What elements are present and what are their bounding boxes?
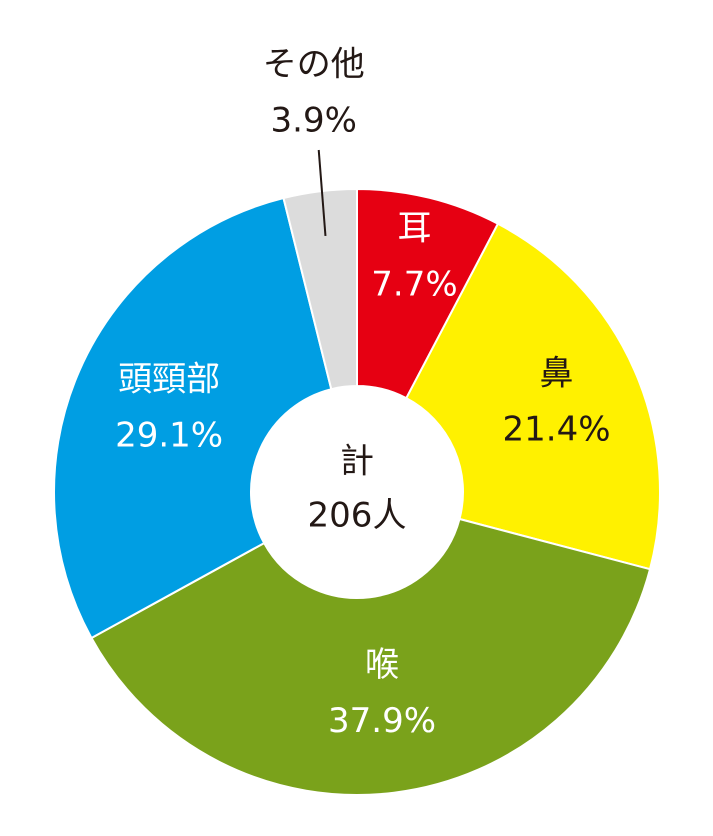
slice-value-label: 21.4%: [503, 410, 611, 450]
donut-slice: [404, 222, 661, 571]
donut-slice: [282, 187, 358, 391]
center-label: 206人: [308, 496, 407, 536]
slice-name: 鼻: [540, 354, 574, 394]
center-label: 計: [340, 442, 374, 482]
slice-value-label: 29.1%: [115, 415, 223, 455]
slice-value-label: 3.9%: [271, 101, 357, 141]
slice-name: その他: [263, 45, 365, 85]
slice-name: 喉: [365, 645, 399, 685]
slice-value-label: 37.9%: [328, 701, 436, 741]
donut-slice: [90, 517, 652, 796]
donut-slice: [356, 187, 500, 400]
donut-slice: [53, 196, 333, 640]
slice-name: 耳: [397, 208, 431, 248]
slice-name: 頭頸部: [118, 359, 220, 399]
leader-line: [317, 149, 327, 237]
slice-value-label: 7.7%: [371, 264, 457, 304]
